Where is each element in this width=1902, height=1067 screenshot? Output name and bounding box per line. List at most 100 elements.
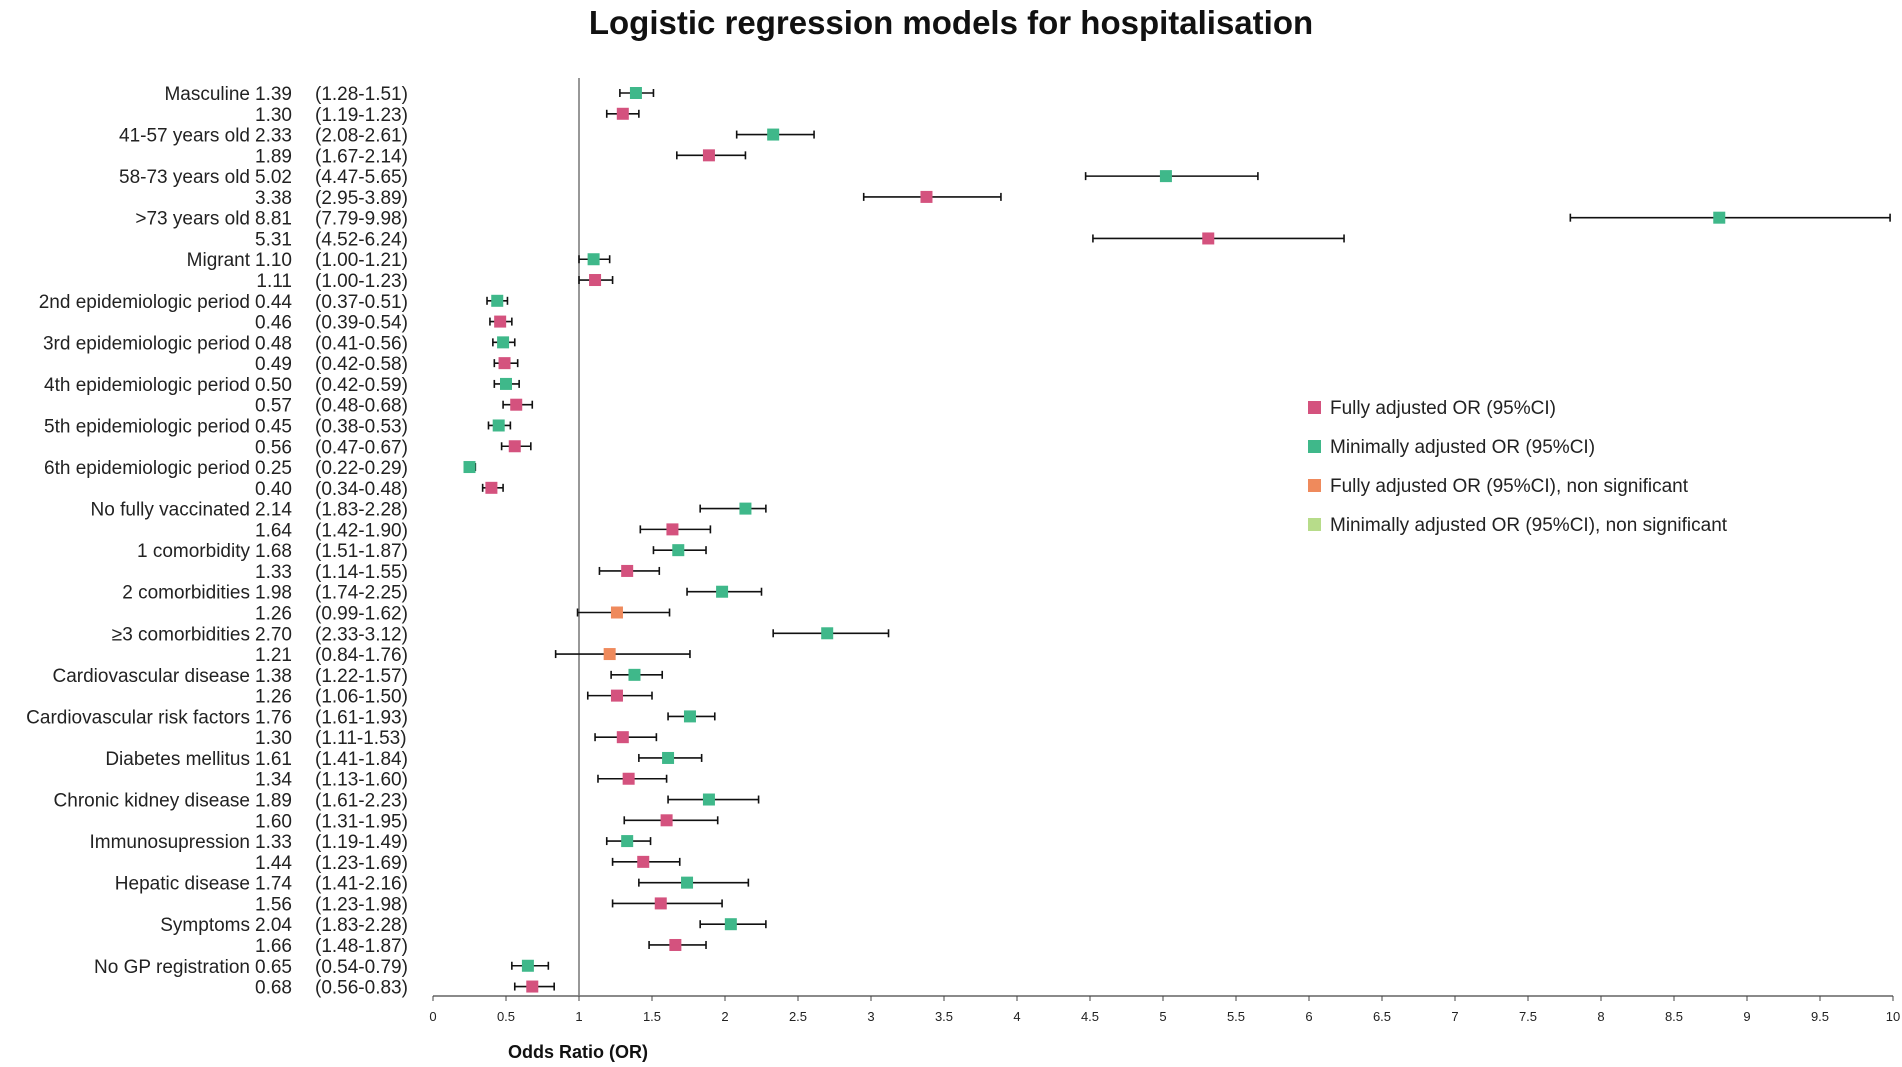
odds-ratio-value: 1.68 bbox=[255, 541, 292, 562]
estimate-marker bbox=[1159, 170, 1172, 183]
odds-ratio-value: 0.46 bbox=[255, 313, 292, 334]
x-tick-label: 4 bbox=[1013, 1009, 1020, 1024]
row-label: 6th epidemiologic period bbox=[44, 458, 250, 479]
odds-ratio-value: 0.56 bbox=[255, 437, 292, 458]
estimate-marker bbox=[463, 461, 476, 474]
row-label: Hepatic disease bbox=[115, 874, 250, 895]
odds-ratio-value: 2.14 bbox=[255, 500, 292, 521]
estimate-marker bbox=[616, 107, 629, 120]
row-label: Chronic kidney disease bbox=[54, 791, 250, 812]
confidence-interval-text: (1.83-2.28) bbox=[315, 500, 408, 521]
confidence-interval-text: (0.34-0.48) bbox=[315, 479, 408, 500]
x-tick-label: 3.5 bbox=[935, 1009, 953, 1024]
x-tick-label: 7.5 bbox=[1519, 1009, 1537, 1024]
confidence-interval-text: (1.19-1.23) bbox=[315, 105, 408, 126]
x-axis-label: Odds Ratio (OR) bbox=[508, 1042, 648, 1062]
estimate-marker bbox=[497, 336, 510, 349]
legend-swatch bbox=[1308, 518, 1321, 531]
confidence-interval-text: (1.41-1.84) bbox=[315, 749, 408, 770]
estimate-marker bbox=[610, 606, 623, 619]
odds-ratio-value: 1.44 bbox=[255, 853, 292, 874]
x-tick-label: 6.5 bbox=[1373, 1009, 1391, 1024]
x-tick-label: 3 bbox=[867, 1009, 874, 1024]
estimate-marker bbox=[492, 419, 505, 432]
odds-ratio-value: 1.66 bbox=[255, 936, 292, 957]
estimate-marker bbox=[662, 751, 675, 764]
row-label: 41-57 years old bbox=[119, 126, 250, 147]
odds-ratio-value: 1.34 bbox=[255, 770, 292, 791]
confidence-interval-text: (0.47-0.67) bbox=[315, 437, 408, 458]
odds-ratio-value: 1.60 bbox=[255, 811, 292, 832]
estimate-marker bbox=[508, 440, 521, 453]
legend-swatch bbox=[1308, 401, 1321, 414]
odds-ratio-value: 5.02 bbox=[255, 167, 292, 188]
row-label: Immunosupression bbox=[89, 832, 250, 853]
confidence-interval-text: (1.67-2.14) bbox=[315, 146, 408, 167]
legend-label: Fully adjusted OR (95%CI) bbox=[1330, 398, 1556, 419]
x-tick-label: 4.5 bbox=[1081, 1009, 1099, 1024]
confidence-interval-text: (4.52-6.24) bbox=[315, 229, 408, 250]
estimate-marker bbox=[1202, 232, 1215, 245]
x-tick-label: 8 bbox=[1597, 1009, 1604, 1024]
odds-ratio-value: 2.70 bbox=[255, 624, 292, 645]
row-label: Migrant bbox=[187, 250, 251, 271]
confidence-interval-text: (0.39-0.54) bbox=[315, 313, 408, 334]
odds-ratio-value: 1.89 bbox=[255, 791, 292, 812]
estimate-marker bbox=[622, 772, 635, 785]
estimate-marker bbox=[494, 315, 507, 328]
odds-ratio-value: 1.30 bbox=[255, 105, 292, 126]
x-tick-label: 1.5 bbox=[643, 1009, 661, 1024]
x-tick-label: 9.5 bbox=[1811, 1009, 1829, 1024]
confidence-interval-text: (0.99-1.62) bbox=[315, 604, 408, 625]
odds-ratio-value: 1.21 bbox=[255, 645, 292, 666]
odds-ratio-value: 1.26 bbox=[255, 604, 292, 625]
estimate-marker bbox=[666, 523, 679, 536]
odds-ratio-value: 1.26 bbox=[255, 687, 292, 708]
confidence-interval-text: (1.06-1.50) bbox=[315, 687, 408, 708]
legend-swatch bbox=[1308, 479, 1321, 492]
row-label: Masculine bbox=[164, 84, 250, 105]
confidence-interval-text: (0.42-0.58) bbox=[315, 354, 408, 375]
odds-ratio-value: 3.38 bbox=[255, 188, 292, 209]
confidence-interval-text: (1.00-1.21) bbox=[315, 250, 408, 271]
x-tick-label: 1 bbox=[575, 1009, 582, 1024]
estimate-marker bbox=[716, 585, 729, 598]
confidence-interval-text: (1.42-1.90) bbox=[315, 520, 408, 541]
confidence-interval-text: (1.23-1.98) bbox=[315, 894, 408, 915]
confidence-interval-text: (1.28-1.51) bbox=[315, 84, 408, 105]
estimate-marker bbox=[669, 938, 682, 951]
estimate-marker bbox=[587, 253, 600, 266]
odds-ratio-value: 1.64 bbox=[255, 520, 292, 541]
odds-ratio-value: 1.61 bbox=[255, 749, 292, 770]
odds-ratio-value: 1.38 bbox=[255, 666, 292, 687]
estimate-marker bbox=[621, 835, 634, 848]
estimate-marker bbox=[739, 502, 752, 515]
x-tick-label: 9 bbox=[1743, 1009, 1750, 1024]
estimate-marker bbox=[628, 668, 641, 681]
estimate-marker bbox=[498, 357, 511, 370]
row-label: 2nd epidemiologic period bbox=[39, 292, 250, 313]
chart-title: Logistic regression models for hospitali… bbox=[589, 4, 1313, 41]
confidence-interval-text: (1.31-1.95) bbox=[315, 811, 408, 832]
estimate-marker bbox=[637, 855, 650, 868]
legend-label: Minimally adjusted OR (95%CI), non signi… bbox=[1330, 515, 1728, 536]
x-tick-label: 10 bbox=[1886, 1009, 1900, 1024]
estimate-marker bbox=[683, 710, 696, 723]
estimate-marker bbox=[654, 897, 667, 910]
confidence-interval-text: (1.61-2.23) bbox=[315, 791, 408, 812]
estimate-marker bbox=[610, 689, 623, 702]
row-label: 1 comorbidity bbox=[137, 541, 250, 562]
odds-ratio-value: 1.30 bbox=[255, 728, 292, 749]
odds-ratio-value: 1.76 bbox=[255, 707, 292, 728]
legend-label: Fully adjusted OR (95%CI), non significa… bbox=[1330, 476, 1689, 497]
estimate-marker bbox=[603, 648, 616, 661]
estimate-marker bbox=[510, 398, 523, 411]
row-label: No GP registration bbox=[94, 957, 250, 978]
estimate-marker bbox=[724, 918, 737, 931]
odds-ratio-value: 1.89 bbox=[255, 146, 292, 167]
odds-ratio-value: 0.25 bbox=[255, 458, 292, 479]
confidence-interval-text: (1.14-1.55) bbox=[315, 562, 408, 583]
estimate-marker bbox=[681, 876, 694, 889]
confidence-interval-text: (0.22-0.29) bbox=[315, 458, 408, 479]
confidence-interval-text: (4.47-5.65) bbox=[315, 167, 408, 188]
